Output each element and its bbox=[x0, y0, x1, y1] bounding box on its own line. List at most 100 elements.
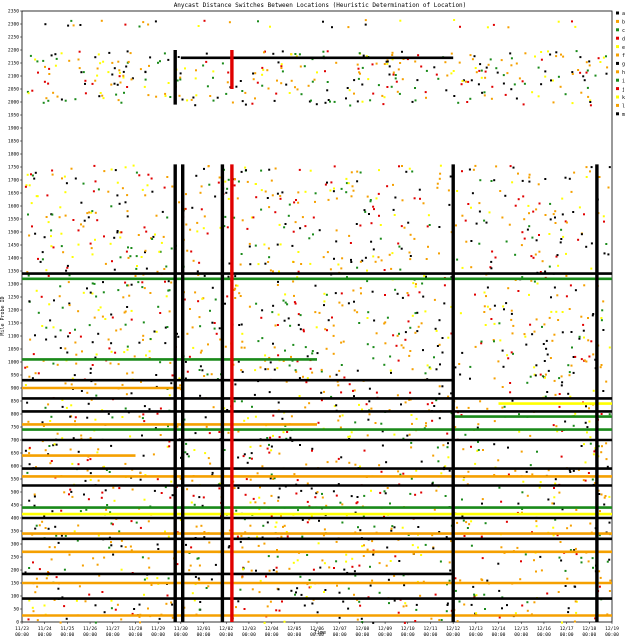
data-point bbox=[426, 225, 429, 228]
data-point bbox=[44, 23, 47, 26]
data-point bbox=[364, 23, 367, 26]
data-point bbox=[218, 487, 221, 490]
data-point bbox=[506, 604, 508, 607]
data-point bbox=[107, 71, 110, 74]
data-point bbox=[367, 78, 370, 81]
data-point bbox=[500, 546, 503, 549]
data-point bbox=[32, 353, 35, 356]
data-point bbox=[268, 451, 271, 454]
data-point bbox=[52, 326, 55, 329]
data-point bbox=[398, 165, 400, 168]
data-point bbox=[556, 534, 559, 537]
data-point bbox=[447, 395, 450, 398]
data-point bbox=[28, 234, 31, 237]
data-point bbox=[184, 67, 186, 70]
data-point bbox=[143, 85, 146, 88]
data-point bbox=[147, 520, 150, 523]
data-point bbox=[244, 91, 247, 94]
data-point bbox=[139, 621, 141, 624]
data-point bbox=[599, 61, 602, 63]
data-point bbox=[280, 535, 283, 538]
data-point bbox=[237, 180, 240, 183]
data-point bbox=[404, 602, 407, 605]
y-tick-label: 650 bbox=[11, 451, 20, 457]
data-point bbox=[193, 599, 196, 602]
data-point bbox=[392, 71, 395, 74]
data-point bbox=[217, 181, 220, 184]
data-point bbox=[381, 430, 384, 433]
data-point bbox=[378, 169, 380, 172]
data-point bbox=[322, 534, 325, 537]
data-point bbox=[235, 85, 238, 88]
data-point bbox=[269, 436, 272, 439]
data-point bbox=[110, 599, 113, 602]
data-point bbox=[50, 235, 52, 238]
data-point bbox=[291, 359, 294, 362]
y-tick-label: 1000 bbox=[8, 360, 19, 366]
data-point bbox=[124, 407, 127, 410]
data-point bbox=[72, 219, 75, 221]
data-point bbox=[401, 78, 404, 81]
data-point bbox=[587, 560, 590, 563]
data-point bbox=[107, 338, 110, 341]
data-point bbox=[142, 413, 145, 416]
data-point bbox=[363, 209, 366, 212]
data-point bbox=[269, 25, 271, 28]
y-tick-label: 1100 bbox=[8, 334, 19, 340]
data-point bbox=[110, 544, 113, 547]
data-point bbox=[478, 210, 481, 213]
data-point bbox=[516, 546, 519, 549]
data-point bbox=[345, 97, 347, 100]
data-point bbox=[248, 305, 251, 308]
data-point bbox=[277, 280, 279, 283]
data-point bbox=[461, 351, 464, 354]
data-point bbox=[341, 521, 344, 524]
data-point bbox=[402, 472, 405, 475]
data-point bbox=[426, 364, 429, 367]
data-point bbox=[419, 594, 422, 597]
data-point bbox=[197, 557, 200, 560]
data-point bbox=[582, 323, 585, 326]
data-point bbox=[266, 437, 269, 439]
data-point bbox=[32, 561, 34, 564]
data-point bbox=[324, 70, 326, 73]
data-point bbox=[194, 575, 197, 578]
data-point bbox=[196, 230, 199, 233]
data-point bbox=[315, 326, 318, 329]
data-point bbox=[402, 574, 405, 577]
data-point bbox=[59, 347, 62, 349]
data-point bbox=[261, 84, 264, 87]
data-point bbox=[338, 369, 341, 372]
data-point bbox=[422, 295, 425, 298]
data-point bbox=[281, 600, 283, 603]
data-point bbox=[468, 523, 471, 526]
data-point bbox=[544, 395, 547, 398]
data-point bbox=[438, 392, 441, 395]
data-point bbox=[27, 213, 29, 216]
data-point bbox=[586, 86, 589, 89]
data-point bbox=[89, 242, 92, 245]
data-point bbox=[102, 60, 105, 63]
data-point bbox=[380, 422, 383, 425]
data-point bbox=[223, 449, 226, 451]
data-point bbox=[485, 221, 488, 224]
data-point bbox=[155, 330, 158, 333]
data-point bbox=[162, 235, 165, 238]
data-point bbox=[548, 233, 551, 235]
data-point bbox=[159, 60, 161, 63]
data-point bbox=[34, 58, 37, 61]
data-point bbox=[452, 70, 455, 72]
data-point bbox=[366, 280, 369, 283]
data-point bbox=[531, 91, 534, 94]
data-point bbox=[279, 197, 282, 200]
y-tick-label: 1950 bbox=[8, 113, 19, 119]
data-point bbox=[340, 364, 343, 366]
data-point bbox=[252, 497, 255, 500]
data-point bbox=[497, 459, 500, 462]
data-point bbox=[586, 431, 588, 434]
data-point bbox=[148, 350, 151, 353]
data-point bbox=[234, 297, 237, 299]
data-point bbox=[233, 288, 236, 291]
data-point bbox=[353, 395, 355, 398]
data-point bbox=[159, 250, 162, 253]
